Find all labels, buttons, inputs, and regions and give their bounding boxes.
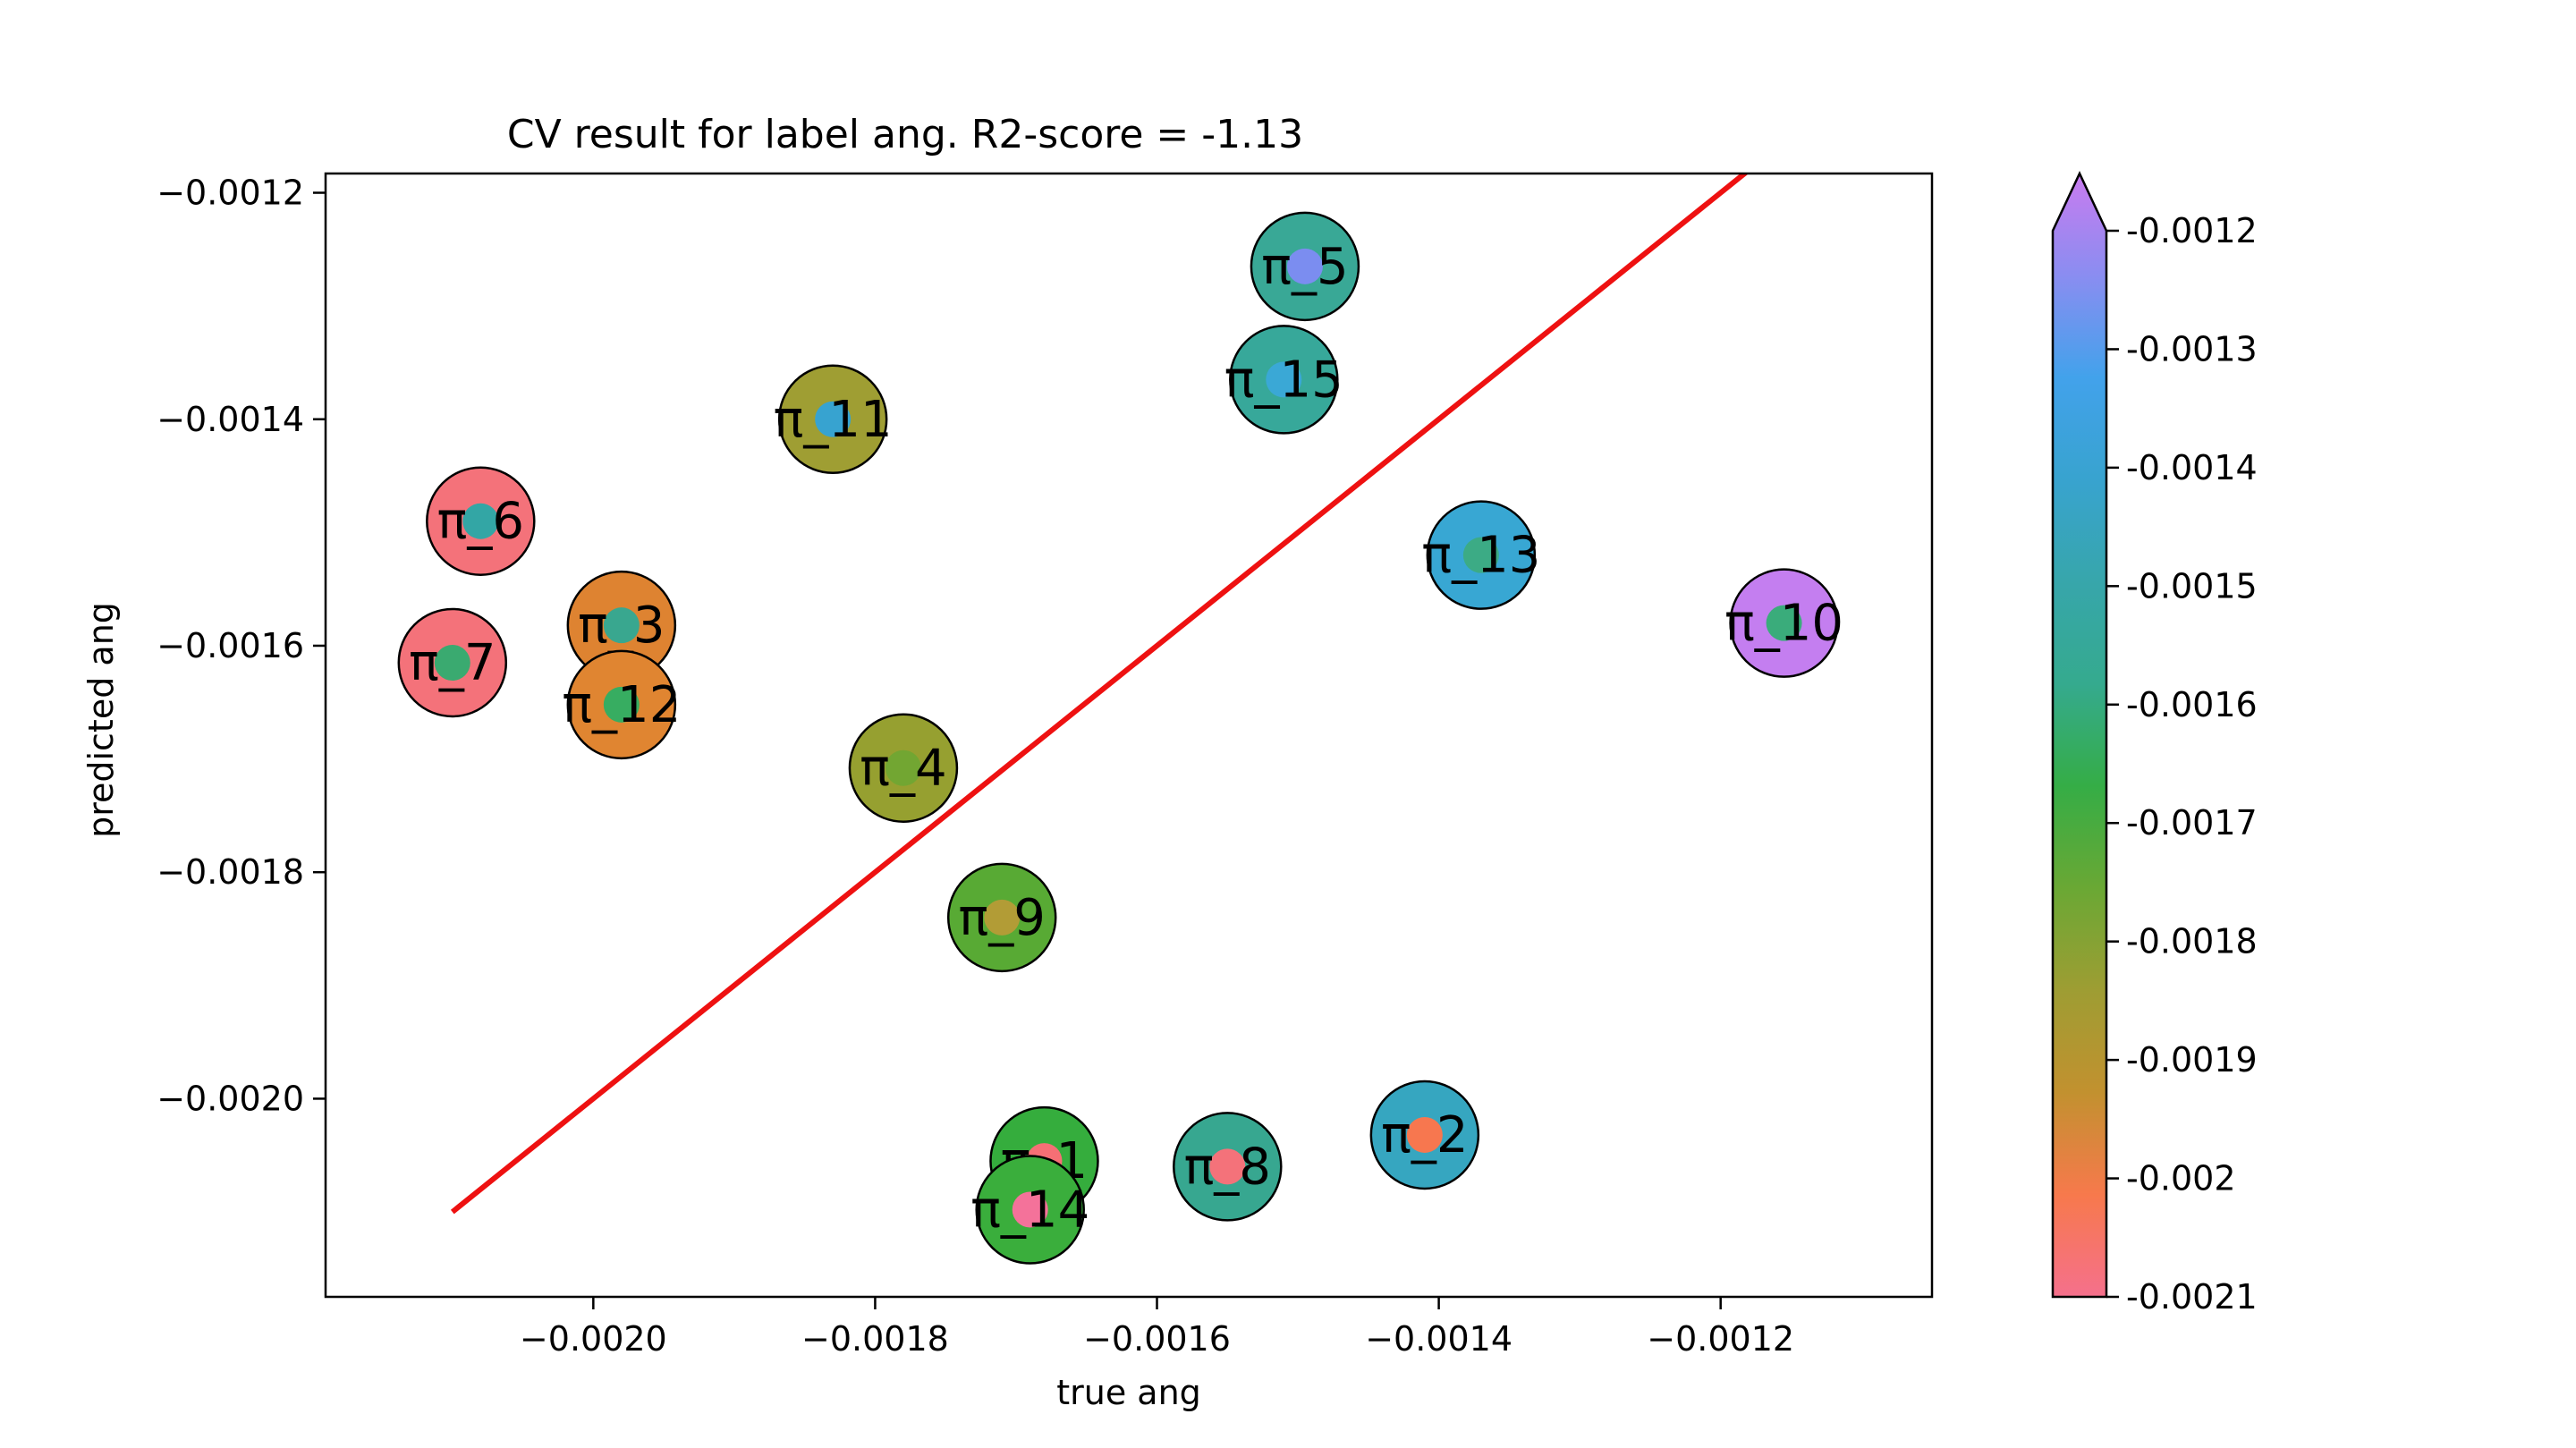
predicted-value-marker — [885, 749, 921, 786]
colorbar-tick-label: -0.0013 — [2126, 329, 2258, 368]
x-tick-label: −0.0020 — [520, 1319, 667, 1359]
point-label: π_15 — [1224, 351, 1343, 409]
data-point: π_5 — [1250, 211, 1360, 322]
data-point: π_8 — [1173, 1112, 1283, 1222]
y-tick-label: −0.0014 — [157, 400, 304, 439]
data-point: π_6 — [426, 466, 536, 576]
y-tick-label: −0.0012 — [157, 174, 304, 213]
data-point: π_12 — [562, 649, 681, 760]
data-point: π_7 — [397, 607, 508, 718]
point-label: π_11 — [774, 391, 893, 449]
data-point: π_2 — [1369, 1080, 1480, 1190]
point-label: π_14 — [970, 1181, 1089, 1240]
x-tick-label: −0.0016 — [1083, 1319, 1231, 1359]
predicted-value-marker — [1286, 248, 1323, 284]
data-point: π_13 — [1421, 500, 1540, 610]
data-point: π_15 — [1224, 325, 1343, 435]
predicted-value-marker — [1266, 361, 1302, 398]
predicted-value-marker — [603, 686, 640, 723]
point-label: π_12 — [562, 676, 681, 734]
point-label: π_2 — [1381, 1106, 1468, 1164]
colorbar-gradient — [2051, 171, 2108, 1299]
colorbar-tick-label: -0.0019 — [2126, 1040, 2258, 1080]
data-point: π_11 — [774, 364, 893, 474]
predicted-value-marker — [815, 401, 852, 437]
point-label: π_7 — [409, 634, 496, 692]
colorbar-tick-label: -0.0021 — [2126, 1277, 2258, 1317]
chart-title: CV result for label ang. R2-score = -1.1… — [507, 112, 1303, 157]
x-tick-label: −0.0012 — [1647, 1319, 1794, 1359]
point-label: π_10 — [1724, 595, 1843, 653]
plot-frame — [324, 172, 1934, 1299]
colorbar: -0.0012 -0.0013 -0.0014 -0.0015 -0.0016 -0.00… — [2051, 171, 2258, 1317]
point-label: π_6 — [437, 493, 524, 551]
predicted-value-marker — [1462, 537, 1499, 573]
y-tick-label: −0.0018 — [157, 852, 304, 892]
y-tick-label: −0.0016 — [157, 626, 304, 665]
predicted-value-marker — [984, 899, 1021, 936]
identity-line — [450, 174, 1750, 1215]
point-label: π_8 — [1184, 1138, 1271, 1196]
point-label: π_9 — [959, 889, 1046, 947]
y-tick-label: −0.0020 — [157, 1079, 304, 1118]
point-label: π_4 — [860, 740, 946, 798]
y-axis-label: predicted ang — [81, 602, 121, 838]
colorbar-tick-label: -0.0014 — [2126, 448, 2258, 487]
predicted-value-marker — [434, 644, 470, 681]
point-label: π_3 — [578, 597, 665, 655]
point-label: π_13 — [1421, 527, 1540, 585]
colorbar-tick-label: -0.0012 — [2126, 211, 2258, 250]
data-point: π_3 — [566, 570, 677, 681]
colorbar-tick-label: -0.002 — [2126, 1159, 2236, 1198]
colorbar-tick-label: -0.0015 — [2126, 566, 2258, 605]
predicted-value-marker — [603, 607, 640, 644]
predicted-value-marker — [1766, 605, 1802, 641]
x-axis-label: true ang — [1056, 1373, 1201, 1412]
predicted-value-marker — [462, 503, 499, 539]
colorbar-tick-label: -0.0017 — [2126, 803, 2258, 843]
colorbar-tick-label: -0.0016 — [2126, 685, 2258, 724]
plot-contents: π_1π_2π_3π_4π_5π_6π_7π_8π_9π_10π_11π_12π… — [397, 174, 1843, 1265]
data-point: π_4 — [848, 713, 959, 823]
data-point: π_14 — [970, 1155, 1089, 1265]
point-label: π_5 — [1261, 238, 1348, 296]
predicted-value-marker — [1209, 1148, 1246, 1185]
data-point: π_9 — [946, 862, 1057, 973]
predicted-value-marker — [1406, 1116, 1443, 1153]
predicted-value-marker — [1012, 1191, 1048, 1228]
plot-area: π_1π_2π_3π_4π_5π_6π_7π_8π_9π_10π_11π_12π… — [157, 172, 1934, 1359]
x-tick-label: −0.0014 — [1365, 1319, 1513, 1359]
colorbar-tick-label: -0.0018 — [2126, 922, 2258, 961]
data-point: π_10 — [1724, 568, 1843, 678]
x-tick-label: −0.0018 — [801, 1319, 949, 1359]
